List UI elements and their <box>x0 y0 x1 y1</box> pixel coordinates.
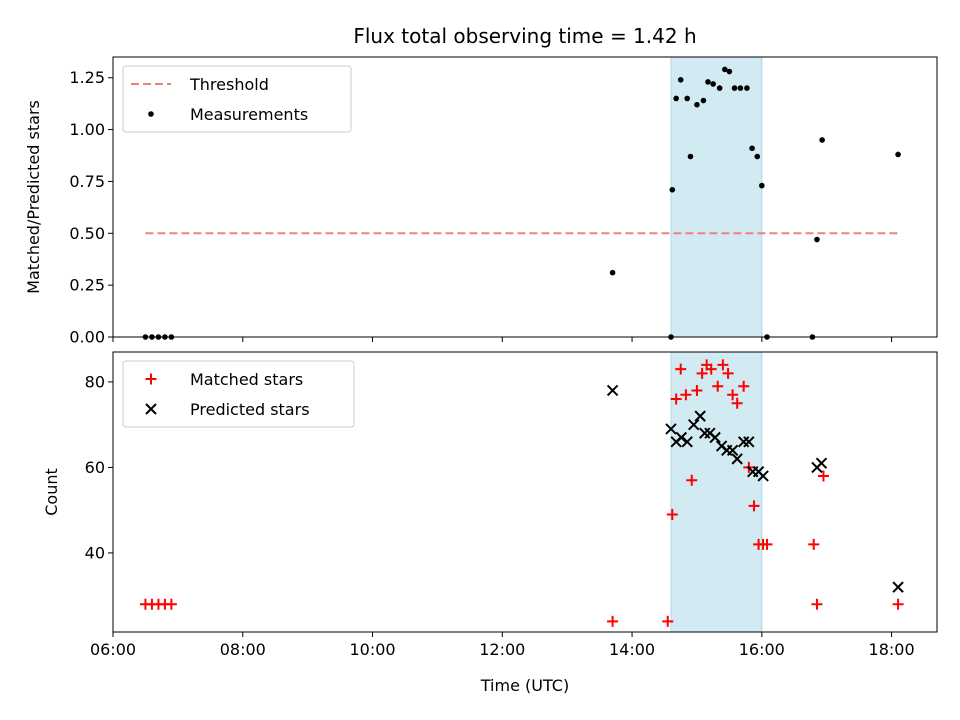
measurement-point <box>684 95 691 102</box>
measurement-point <box>677 77 684 83</box>
measurement-point <box>710 81 716 87</box>
matched-star-point <box>165 598 177 610</box>
predicted-star-point <box>681 436 693 448</box>
matched-star-point <box>717 359 729 371</box>
predicted-star-point <box>757 470 769 482</box>
predicted-star-point <box>892 581 904 593</box>
matched-star-point <box>680 389 692 401</box>
measurement-point <box>749 145 755 152</box>
axes-frame <box>112 56 938 338</box>
matched-star-point <box>738 380 750 392</box>
measurement-point <box>673 95 679 102</box>
x-tick-label: 18:00 <box>869 640 915 659</box>
measurement-point <box>687 153 694 160</box>
matched-star-point <box>670 393 682 405</box>
matched-star-point <box>666 508 678 520</box>
matched-star-point <box>811 598 823 610</box>
y-tick-label: 1.00 <box>69 120 105 139</box>
matched-star-point <box>817 470 829 482</box>
x-tick-label: 10:00 <box>349 640 395 659</box>
legend-label: Matched stars <box>190 370 303 389</box>
x-tick-label: 16:00 <box>739 640 785 659</box>
chart-title: Flux total observing time = 1.42 h <box>353 24 696 48</box>
measurement-point <box>895 151 901 158</box>
y-tick-label: 40 <box>85 543 105 562</box>
x-tick-label: 12:00 <box>479 640 525 659</box>
predicted-star-point <box>687 418 700 431</box>
matched-star-point <box>691 384 703 396</box>
legend-matched-swatch <box>145 373 157 385</box>
axes-frame <box>112 351 938 633</box>
predicted-star-point <box>606 384 619 397</box>
measurement-point <box>669 186 676 193</box>
matched-star-point <box>696 367 708 379</box>
matched-star-point <box>731 397 743 409</box>
measurement-point <box>744 85 750 91</box>
measurement-point <box>722 66 728 73</box>
predicted-star-point <box>699 427 711 439</box>
measurement-point <box>609 269 616 276</box>
measurement-point <box>754 153 761 160</box>
predicted-star-point <box>731 453 743 465</box>
measurement-point <box>705 79 711 85</box>
matched-star-point <box>712 380 724 392</box>
measurement-point <box>737 85 744 91</box>
y-tick-label: 0.50 <box>69 224 105 243</box>
measurement-point <box>814 236 820 243</box>
predicted-star-point <box>726 444 739 457</box>
top-y-axis-label: Matched/Predicted stars <box>24 100 43 294</box>
matched-star-point <box>705 363 717 375</box>
x-tick-label: 08:00 <box>220 640 266 659</box>
y-tick-label: 0.00 <box>69 328 105 347</box>
predicted-star-point <box>665 423 677 435</box>
measurement-point <box>700 97 707 104</box>
matched-star-point <box>607 615 619 627</box>
bottom-panel: 40 60 80 06:00 08:00 10:00 12:00 14:00 16:00 18:0… <box>85 351 938 659</box>
measurement-point <box>731 85 738 91</box>
legend-box <box>122 360 355 428</box>
legend-label: Threshold <box>189 75 269 94</box>
shaded-span <box>670 56 763 338</box>
measurement-point <box>726 68 733 75</box>
predicted-star-point <box>709 431 721 444</box>
measurement-point <box>819 137 825 143</box>
legend-box <box>122 65 352 133</box>
matched-star-point <box>761 538 773 550</box>
legend-label: Measurements <box>190 105 308 124</box>
x-axis-label: Time (UTC) <box>480 676 569 695</box>
predicted-star-point <box>743 436 755 448</box>
top-panel: 0.00 0.25 0.50 0.75 1.00 1.25 Threshold Measure… <box>69 56 938 347</box>
matched-star-point <box>748 500 760 512</box>
x-tick-label: 06:00 <box>90 640 136 659</box>
measurement-point <box>759 182 765 189</box>
matched-star-point <box>892 598 904 610</box>
matched-star-point <box>808 538 820 550</box>
measurement-point <box>716 85 723 91</box>
y-tick-label: 1.25 <box>69 68 105 87</box>
predicted-star-point <box>815 457 828 469</box>
y-tick-label: 80 <box>85 372 105 391</box>
matched-star-point <box>686 474 698 486</box>
bottom-y-axis-label: Count <box>42 468 61 516</box>
legend-measurement-swatch <box>148 111 154 117</box>
predicted-star-point <box>694 410 706 422</box>
legend-predicted-swatch <box>145 403 157 415</box>
matched-star-point <box>662 615 674 627</box>
legend-label: Predicted stars <box>190 400 310 419</box>
matched-star-point <box>722 367 734 379</box>
x-tick-label: 14:00 <box>609 640 655 659</box>
y-tick-label: 0.75 <box>69 172 105 191</box>
y-tick-label: 0.25 <box>69 276 105 295</box>
predicted-star-point <box>737 436 750 448</box>
predicted-star-point <box>675 431 688 444</box>
matched-star-point <box>675 363 687 375</box>
y-tick-label: 60 <box>85 458 105 477</box>
measurement-point <box>694 101 700 108</box>
matched-star-point <box>727 389 739 401</box>
